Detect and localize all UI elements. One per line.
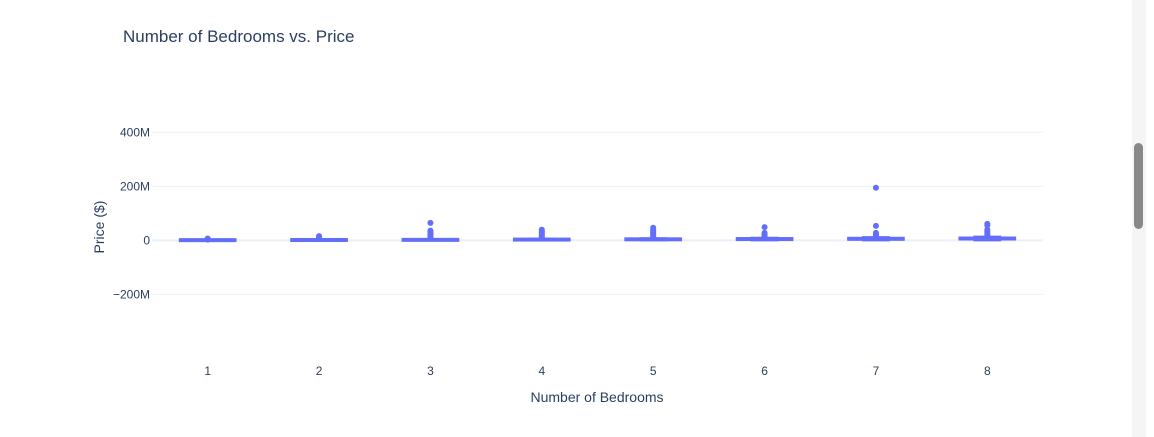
x-axis-title: Number of Bedrooms bbox=[530, 389, 663, 405]
x-tick-label: 4 bbox=[538, 364, 545, 378]
x-tick-label: 7 bbox=[873, 364, 880, 378]
outlier-point bbox=[761, 224, 768, 231]
boxes-layer bbox=[178, 184, 1017, 243]
outlier-point bbox=[204, 235, 211, 242]
box-bedrooms-3 bbox=[401, 219, 460, 242]
y-tick-label: 0 bbox=[143, 233, 150, 247]
outlier-point bbox=[316, 233, 323, 240]
outlier-point bbox=[872, 222, 879, 229]
outlier-point bbox=[761, 229, 768, 236]
outlier-point bbox=[427, 227, 434, 234]
x-tick-label: 2 bbox=[316, 364, 323, 378]
grid-layer bbox=[152, 131, 1043, 295]
box-bedrooms-5 bbox=[624, 224, 683, 242]
x-tick-label: 5 bbox=[650, 364, 657, 378]
box-bedrooms-1 bbox=[178, 235, 237, 243]
x-tick-label: 8 bbox=[984, 364, 991, 378]
outlier-point bbox=[872, 229, 879, 236]
outlier-point bbox=[872, 184, 879, 191]
x-tick-label: 1 bbox=[204, 364, 211, 378]
x-tick-label: 6 bbox=[761, 364, 768, 378]
y-tick-label: 400M bbox=[120, 125, 150, 139]
box-bedrooms-6 bbox=[735, 224, 794, 242]
y-axis-ticks: 400M 200M 0 −200M bbox=[113, 125, 150, 301]
outlier-point bbox=[427, 219, 434, 226]
box-bedrooms-7 bbox=[847, 184, 905, 242]
outlier-point bbox=[538, 226, 545, 233]
x-axis-ticks: 1 2 3 4 5 6 7 8 bbox=[204, 364, 991, 378]
scrollbar-thumb[interactable] bbox=[1134, 143, 1143, 229]
outlier-point bbox=[650, 224, 657, 231]
outlier-point bbox=[984, 220, 991, 227]
x-tick-label: 3 bbox=[427, 364, 434, 378]
box-bedrooms-4 bbox=[512, 226, 571, 242]
chart-title: Number of Bedrooms vs. Price bbox=[123, 27, 354, 46]
y-axis-title: Price ($) bbox=[91, 201, 107, 254]
y-tick-label: −200M bbox=[113, 287, 150, 301]
box-bedrooms-8 bbox=[958, 220, 1017, 242]
box-bedrooms-2 bbox=[290, 233, 348, 243]
y-tick-label: 200M bbox=[120, 179, 150, 193]
